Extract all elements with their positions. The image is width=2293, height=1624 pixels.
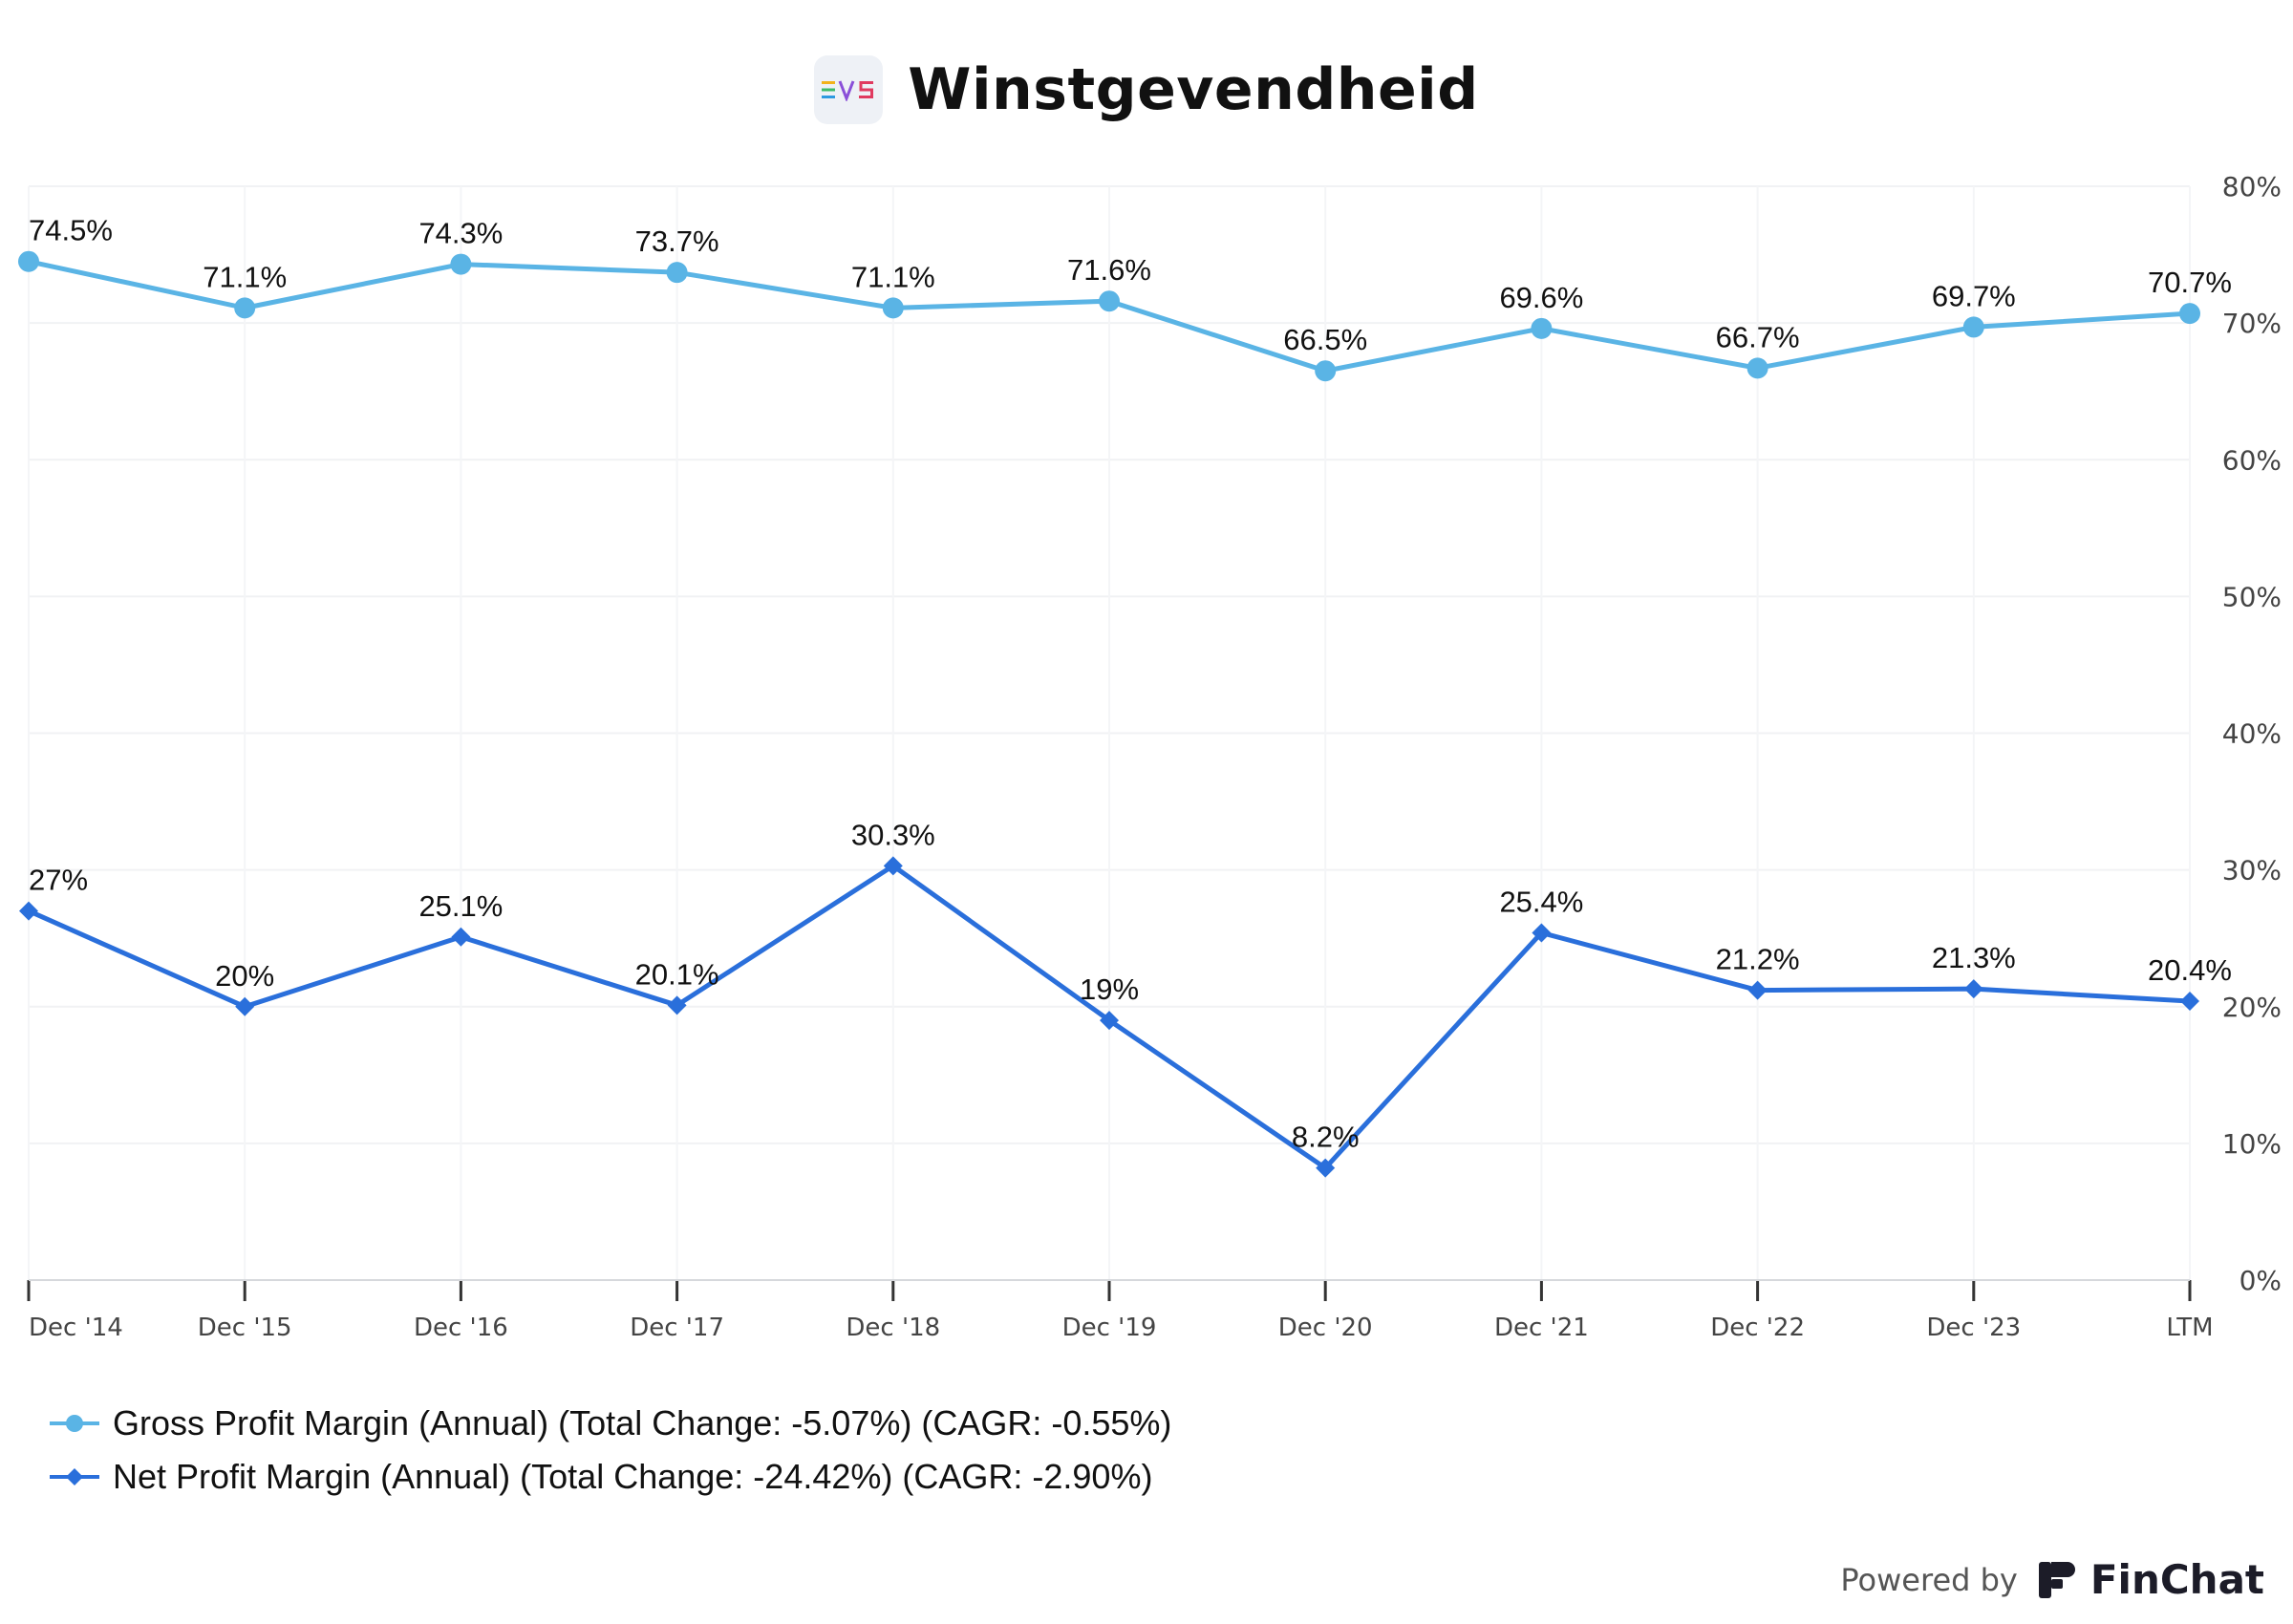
y-tick-label: 0% — [2239, 1265, 2282, 1296]
data-point[interactable] — [2179, 303, 2200, 325]
x-tick-label: Dec '23 — [1926, 1314, 2021, 1342]
data-label: 25.1% — [418, 889, 503, 923]
company-logo — [814, 55, 884, 124]
data-label: 74.3% — [418, 217, 503, 250]
x-tick-label: Dec '16 — [414, 1314, 508, 1342]
legend-label-gross-margin: Gross Profit Margin (Annual) (Total Chan… — [113, 1403, 1172, 1442]
data-label: 66.7% — [1716, 320, 1800, 353]
y-tick-label: 10% — [2222, 1128, 2282, 1160]
data-label: 8.2% — [1292, 1121, 1360, 1154]
data-label: 66.5% — [1283, 323, 1367, 356]
data-label: 21.2% — [1716, 943, 1800, 976]
legend-item-gross-margin[interactable]: Gross Profit Margin (Annual) (Total Chan… — [50, 1397, 1171, 1450]
data-point[interactable] — [451, 927, 471, 947]
y-tick-label: 20% — [2222, 992, 2282, 1023]
data-point[interactable] — [1100, 1011, 1119, 1031]
x-tick-label: Dec '15 — [198, 1314, 292, 1342]
data-label: 73.7% — [635, 224, 719, 258]
data-point[interactable] — [235, 996, 255, 1016]
legend-label-net-margin: Net Profit Margin (Annual) (Total Change… — [113, 1457, 1153, 1496]
axes: 0% 10% 20% 30% 40% 50% 60% 70% 80% Dec '14 Dec '15… — [27, 171, 2282, 1342]
diamond-marker-icon — [50, 1468, 99, 1485]
x-tick-label: Dec '14 — [29, 1314, 123, 1342]
finchat-brand-name: FinChat — [2089, 1556, 2264, 1603]
data-label: 71.1% — [203, 260, 287, 293]
data-point[interactable] — [1099, 290, 1120, 312]
chart-legend: Gross Profit Margin (Annual) (Total Chan… — [50, 1397, 1171, 1504]
data-labels: 74.5% 71.1% 74.3% 73.7% 71.1% 71.6% 66.5% 69.6%… — [29, 214, 2232, 1154]
powered-by-footer[interactable]: Powered by FinChat — [1840, 1556, 2264, 1603]
data-label: 74.5% — [29, 214, 113, 247]
data-point[interactable] — [1531, 317, 1553, 339]
legend-item-net-margin[interactable]: Net Profit Margin (Annual) (Total Change… — [50, 1450, 1171, 1504]
x-tick-label: Dec '19 — [1062, 1314, 1157, 1342]
data-point[interactable] — [1532, 923, 1552, 943]
data-point[interactable] — [1963, 979, 1983, 999]
data-point[interactable] — [666, 262, 688, 284]
data-label: 21.3% — [1932, 941, 2016, 974]
data-label: 69.7% — [1932, 279, 2016, 312]
data-point[interactable] — [1747, 357, 1768, 379]
data-point[interactable] — [19, 901, 38, 921]
data-point[interactable] — [1316, 1158, 1336, 1178]
x-tick-label: Dec '18 — [846, 1314, 940, 1342]
x-tick-label: Dec '17 — [630, 1314, 724, 1342]
data-label: 27% — [29, 864, 88, 897]
circle-marker-icon — [50, 1415, 99, 1432]
data-point[interactable] — [1315, 360, 1337, 382]
evs-logo-icon — [822, 80, 874, 101]
data-point[interactable] — [667, 995, 687, 1015]
data-point[interactable] — [18, 250, 39, 272]
data-point[interactable] — [1747, 980, 1768, 1000]
data-label: 71.6% — [1067, 253, 1151, 287]
y-tick-label: 30% — [2222, 855, 2282, 887]
series-lines — [18, 250, 2200, 1178]
data-label: 69.6% — [1499, 281, 1583, 314]
y-tick-label: 40% — [2222, 718, 2282, 750]
chart-header: Winstgevendheid — [0, 50, 2293, 130]
data-label: 20.1% — [635, 957, 719, 991]
data-point[interactable] — [234, 297, 256, 319]
grid-lines — [28, 185, 2191, 1280]
powered-by-text: Powered by — [1840, 1561, 2018, 1598]
x-tick-label: Dec '21 — [1494, 1314, 1589, 1342]
data-point[interactable] — [450, 253, 472, 275]
data-point[interactable] — [2180, 992, 2199, 1012]
data-point[interactable] — [883, 856, 903, 876]
y-tick-label: 80% — [2222, 171, 2282, 203]
y-tick-label: 70% — [2222, 308, 2282, 339]
chart-title: Winstgevendheid — [908, 56, 1479, 123]
finchat-logo-icon — [2038, 1561, 2075, 1598]
x-tick-label: LTM — [2166, 1314, 2213, 1342]
data-label: 20% — [215, 959, 274, 993]
data-label: 20.4% — [2148, 953, 2232, 987]
y-tick-label: 50% — [2222, 581, 2282, 612]
data-point[interactable] — [882, 297, 904, 319]
data-label: 71.1% — [851, 260, 935, 293]
x-tick-label: Dec '20 — [1278, 1314, 1373, 1342]
x-tick-label: Dec '22 — [1710, 1314, 1805, 1342]
data-label: 19% — [1080, 972, 1139, 1006]
data-label: 70.7% — [2148, 266, 2232, 299]
y-tick-label: 60% — [2222, 444, 2282, 476]
data-point[interactable] — [1962, 316, 1984, 338]
data-label: 30.3% — [851, 818, 935, 851]
data-label: 25.4% — [1499, 885, 1583, 918]
